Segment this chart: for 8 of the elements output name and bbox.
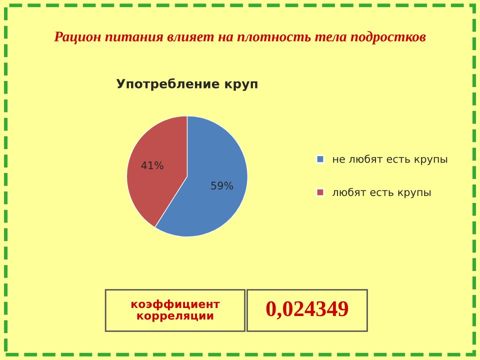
legend-label: не любят есть крупы [333, 154, 448, 165]
chart-subtitle: Употребление круп [116, 78, 258, 91]
data-label: 41% [141, 161, 164, 170]
legend-label: любят есть крупы [332, 188, 431, 198]
chart-title: Рацион питания влияет на плотность тела подростков [54, 31, 426, 44]
data-label: 59% [211, 182, 234, 190]
text: коэффициент корреляции [132, 300, 220, 322]
text: 0,024349 [266, 301, 348, 320]
